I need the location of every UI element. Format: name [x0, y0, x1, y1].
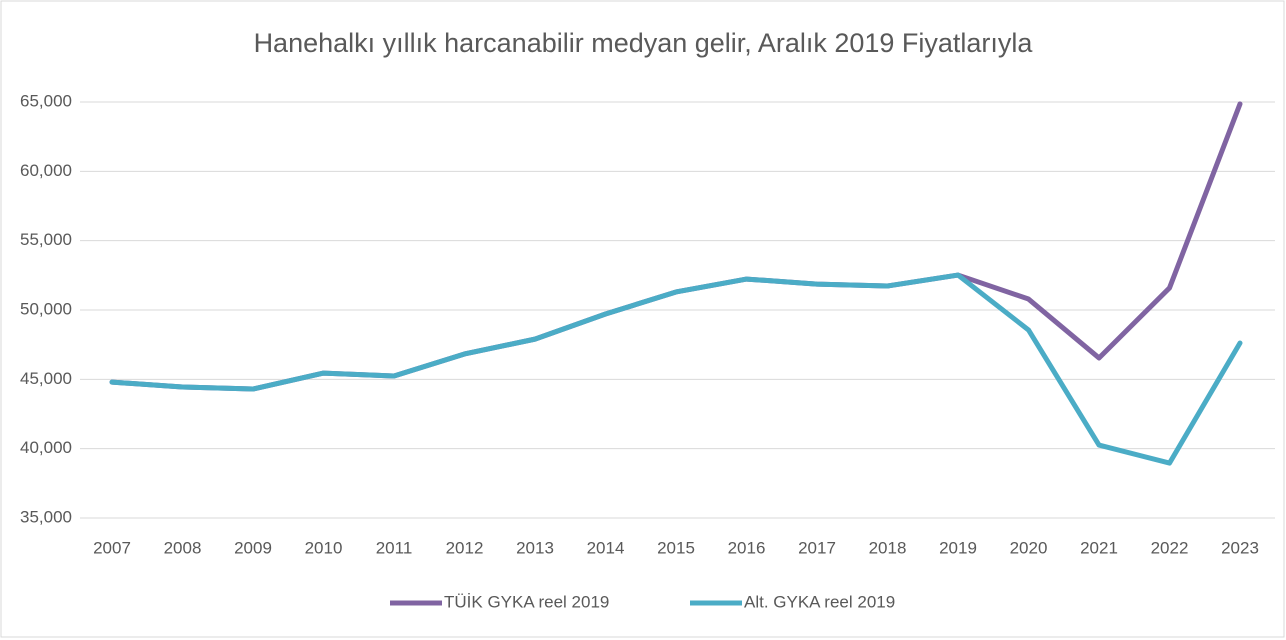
x-tick-label: 2022	[1151, 538, 1189, 557]
x-tick-label: 2008	[164, 538, 202, 557]
x-tick-label: 2009	[234, 538, 272, 557]
x-tick-label: 2023	[1221, 538, 1259, 557]
y-tick-label: 45,000	[20, 369, 72, 388]
x-tick-label: 2010	[305, 538, 343, 557]
legend-label: Alt. GYKA reel 2019	[744, 592, 895, 611]
x-tick-label: 2020	[1010, 538, 1048, 557]
x-tick-label: 2013	[516, 538, 554, 557]
x-tick-label: 2015	[657, 538, 695, 557]
y-tick-label: 60,000	[20, 161, 72, 180]
x-tick-label: 2012	[446, 538, 484, 557]
legend-label: TÜİK GYKA reel 2019	[444, 592, 609, 611]
y-tick-label: 55,000	[20, 230, 72, 249]
x-tick-label: 2014	[587, 538, 625, 557]
series-line	[109, 272, 1243, 466]
x-tick-label: 2017	[798, 538, 836, 557]
y-tick-label: 40,000	[20, 438, 72, 457]
y-tick-label: 65,000	[20, 91, 72, 110]
x-tick-label: 2018	[869, 538, 907, 557]
x-tick-label: 2007	[93, 538, 131, 557]
x-tick-label: 2016	[728, 538, 766, 557]
x-tick-label: 2019	[939, 538, 977, 557]
x-tick-label: 2011	[376, 538, 413, 557]
y-tick-label: 50,000	[20, 299, 72, 318]
x-tick-label: 2021	[1080, 538, 1118, 557]
chart-title: Hanehalkı yıllık harcanabilir medyan gel…	[254, 28, 1034, 58]
y-tick-label: 35,000	[20, 507, 72, 526]
